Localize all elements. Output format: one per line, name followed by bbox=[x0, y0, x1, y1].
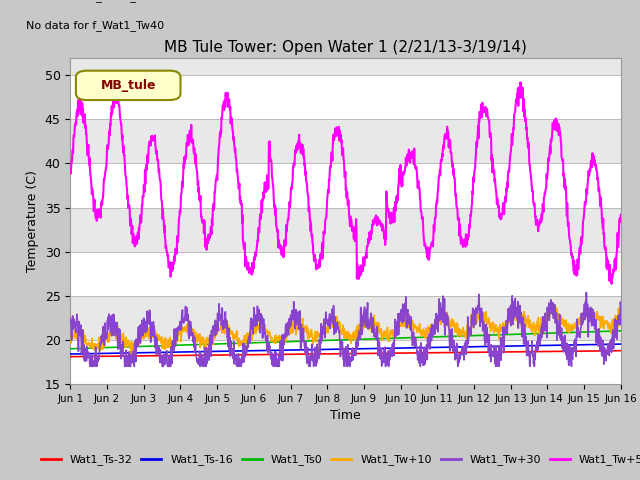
Legend: Wat1_Ts-32, Wat1_Ts-16, Wat1_Ts0, Wat1_Tw+10, Wat1_Tw+30, Wat1_Tw+50: Wat1_Ts-32, Wat1_Ts-16, Wat1_Ts0, Wat1_T… bbox=[36, 450, 640, 470]
Bar bbox=[70, 120, 621, 164]
Bar bbox=[70, 252, 621, 296]
Bar bbox=[70, 296, 621, 340]
X-axis label: Time: Time bbox=[330, 409, 361, 422]
FancyBboxPatch shape bbox=[76, 71, 180, 100]
Bar bbox=[70, 75, 621, 120]
Text: MB_tule: MB_tule bbox=[100, 79, 156, 92]
Bar bbox=[70, 164, 621, 207]
Text: No data for f_Wat1_Tw40: No data for f_Wat1_Tw40 bbox=[26, 20, 164, 31]
Text: No data for f_Wat1_Tw20: No data for f_Wat1_Tw20 bbox=[26, 0, 164, 2]
Title: MB Tule Tower: Open Water 1 (2/21/13-3/19/14): MB Tule Tower: Open Water 1 (2/21/13-3/1… bbox=[164, 40, 527, 55]
Bar bbox=[70, 58, 621, 75]
Bar bbox=[70, 340, 621, 384]
Bar bbox=[70, 207, 621, 252]
Y-axis label: Temperature (C): Temperature (C) bbox=[26, 170, 39, 272]
